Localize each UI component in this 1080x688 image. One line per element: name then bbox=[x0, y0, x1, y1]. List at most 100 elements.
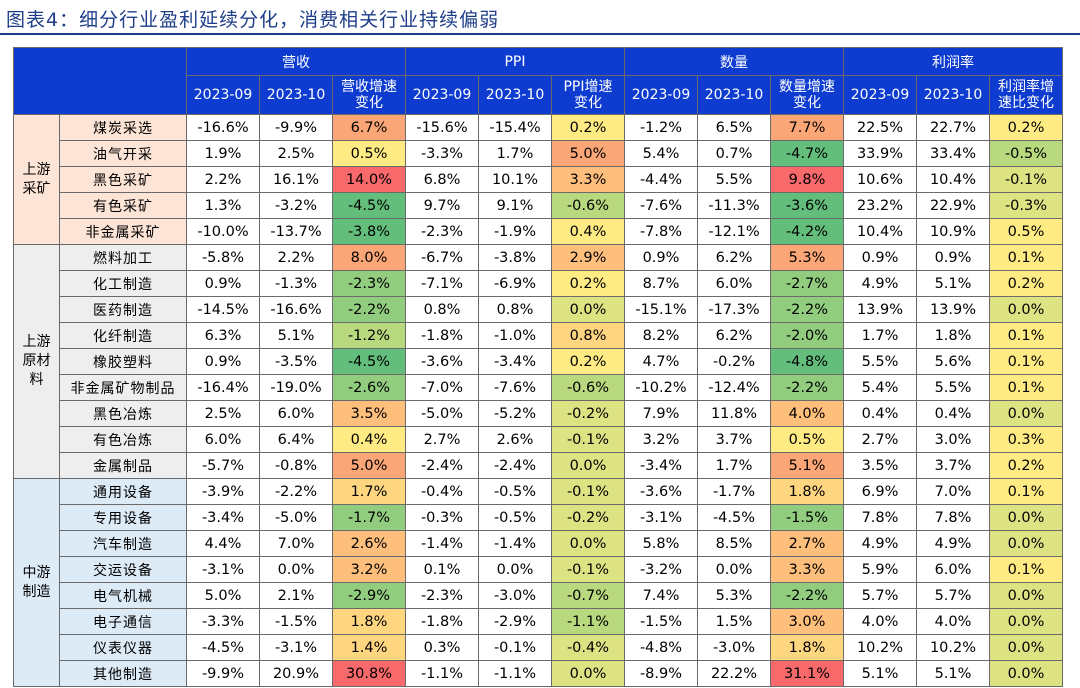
value-cell: 3.5% bbox=[843, 452, 917, 479]
value-cell: 1.5% bbox=[697, 608, 771, 635]
value-cell: -3.1% bbox=[259, 634, 333, 661]
change-cell: -4.5% bbox=[332, 192, 406, 219]
change-cell: -2.2% bbox=[332, 296, 406, 323]
value-cell: 6.9% bbox=[843, 478, 917, 505]
change-cell: -4.8% bbox=[770, 348, 844, 375]
value-cell: -11.3% bbox=[697, 192, 771, 219]
value-cell: -2.9% bbox=[478, 608, 552, 635]
value-cell: 0.9% bbox=[843, 244, 917, 271]
value-cell: 7.9% bbox=[624, 400, 698, 427]
value-cell: 2.2% bbox=[259, 244, 333, 271]
value-cell: 0.3% bbox=[405, 634, 479, 661]
change-cell: 5.0% bbox=[332, 452, 406, 479]
value-cell: 8.5% bbox=[697, 530, 771, 557]
change-cell: 1.4% bbox=[332, 634, 406, 661]
value-cell: 5.3% bbox=[697, 582, 771, 609]
change-cell: 0.0% bbox=[551, 452, 625, 479]
value-cell: -15.4% bbox=[478, 114, 552, 141]
header-group: 营收 bbox=[186, 47, 406, 76]
industry-name: 医药制造 bbox=[59, 296, 187, 323]
table-row: 有色冶炼 6.0% 6.4% 0.4% 2.7% 2.6% -0.1% 3.2% 3.7% 0.5… bbox=[14, 426, 1063, 453]
change-cell: 0.1% bbox=[989, 348, 1063, 375]
value-cell: 1.3% bbox=[186, 192, 260, 219]
header-group: 数量 bbox=[624, 47, 844, 76]
value-cell: 1.8% bbox=[916, 322, 990, 349]
change-cell: 0.0% bbox=[989, 608, 1063, 635]
value-cell: -3.4% bbox=[624, 452, 698, 479]
change-cell: -2.0% bbox=[770, 322, 844, 349]
value-cell: -0.1% bbox=[478, 634, 552, 661]
value-cell: 10.2% bbox=[843, 634, 917, 661]
value-cell: -1.5% bbox=[259, 608, 333, 635]
header-subcolumn: 2023-10 bbox=[916, 75, 990, 115]
change-cell: 2.9% bbox=[551, 244, 625, 271]
value-cell: -3.4% bbox=[478, 348, 552, 375]
value-cell: 4.4% bbox=[186, 530, 260, 557]
change-cell: 6.7% bbox=[332, 114, 406, 141]
value-cell: -0.8% bbox=[259, 452, 333, 479]
change-cell: -4.2% bbox=[770, 218, 844, 245]
change-cell: -0.7% bbox=[551, 582, 625, 609]
value-cell: 10.9% bbox=[916, 218, 990, 245]
value-cell: -13.7% bbox=[259, 218, 333, 245]
value-cell: 2.7% bbox=[843, 426, 917, 453]
change-cell: 5.3% bbox=[770, 244, 844, 271]
value-cell: -4.5% bbox=[186, 634, 260, 661]
industry-name: 通用设备 bbox=[59, 478, 187, 505]
value-cell: -2.4% bbox=[478, 452, 552, 479]
value-cell: -1.0% bbox=[478, 322, 552, 349]
value-cell: 0.4% bbox=[843, 400, 917, 427]
industry-name: 仪表仪器 bbox=[59, 634, 187, 661]
value-cell: -10.0% bbox=[186, 218, 260, 245]
industry-name: 金属制品 bbox=[59, 452, 187, 479]
value-cell: -15.6% bbox=[405, 114, 479, 141]
change-cell: -1.2% bbox=[332, 322, 406, 349]
change-cell: 3.0% bbox=[770, 608, 844, 635]
value-cell: 10.1% bbox=[478, 166, 552, 193]
value-cell: -8.9% bbox=[624, 660, 698, 687]
value-cell: -1.9% bbox=[478, 218, 552, 245]
header-subcolumn: 利润率增 速比变化 bbox=[989, 75, 1063, 115]
value-cell: 0.8% bbox=[405, 296, 479, 323]
value-cell: -5.7% bbox=[186, 452, 260, 479]
value-cell: -3.9% bbox=[186, 478, 260, 505]
value-cell: -3.3% bbox=[186, 608, 260, 635]
header-subcolumn: 2023-09 bbox=[186, 75, 260, 115]
value-cell: 6.0% bbox=[916, 556, 990, 583]
header-subcolumn: 2023-09 bbox=[624, 75, 698, 115]
value-cell: 6.8% bbox=[405, 166, 479, 193]
value-cell: 0.4% bbox=[916, 400, 990, 427]
header-subcolumn: 2023-10 bbox=[259, 75, 333, 115]
header-blank bbox=[13, 47, 187, 115]
change-cell: 0.0% bbox=[989, 530, 1063, 557]
value-cell: 5.1% bbox=[916, 270, 990, 297]
change-cell: 0.2% bbox=[989, 270, 1063, 297]
change-cell: 3.5% bbox=[332, 400, 406, 427]
header-subcolumn: PPI增速 变化 bbox=[551, 75, 625, 115]
value-cell: 10.4% bbox=[843, 218, 917, 245]
change-cell: 0.4% bbox=[551, 218, 625, 245]
value-cell: -12.1% bbox=[697, 218, 771, 245]
change-cell: -0.4% bbox=[551, 634, 625, 661]
change-cell: 7.7% bbox=[770, 114, 844, 141]
change-cell: 0.1% bbox=[989, 478, 1063, 505]
value-cell: -1.7% bbox=[697, 478, 771, 505]
value-cell: 5.5% bbox=[916, 374, 990, 401]
table-row: 其他制造 -9.9% 20.9% 30.8% -1.1% -1.1% 0.0% -8.9% 22… bbox=[14, 660, 1063, 687]
table-row: 黑色采矿 2.2% 16.1% 14.0% 6.8% 10.1% 3.3% -4.4% 5.5%… bbox=[14, 166, 1063, 193]
table-row: 上游 采矿 煤炭采选 -16.6% -9.9% 6.7% -15.6% -15.4% 0.2% -… bbox=[13, 114, 1063, 245]
value-cell: 5.1% bbox=[259, 322, 333, 349]
value-cell: 6.3% bbox=[186, 322, 260, 349]
value-cell: -19.0% bbox=[259, 374, 333, 401]
chart-title: 图表4：细分行业盈利延续分化，消费相关行业持续偏弱 bbox=[6, 9, 500, 31]
value-cell: 2.6% bbox=[478, 426, 552, 453]
table-row: 化工制造 0.9% -1.3% -2.3% -7.1% -6.9% 0.2% 8.7% 6.0%… bbox=[14, 270, 1063, 297]
value-cell: -12.4% bbox=[697, 374, 771, 401]
value-cell: -7.8% bbox=[624, 218, 698, 245]
value-cell: 0.0% bbox=[697, 556, 771, 583]
value-cell: 5.6% bbox=[916, 348, 990, 375]
value-cell: -14.5% bbox=[186, 296, 260, 323]
value-cell: 5.1% bbox=[916, 660, 990, 687]
value-cell: 0.7% bbox=[697, 140, 771, 167]
value-cell: 5.4% bbox=[843, 374, 917, 401]
